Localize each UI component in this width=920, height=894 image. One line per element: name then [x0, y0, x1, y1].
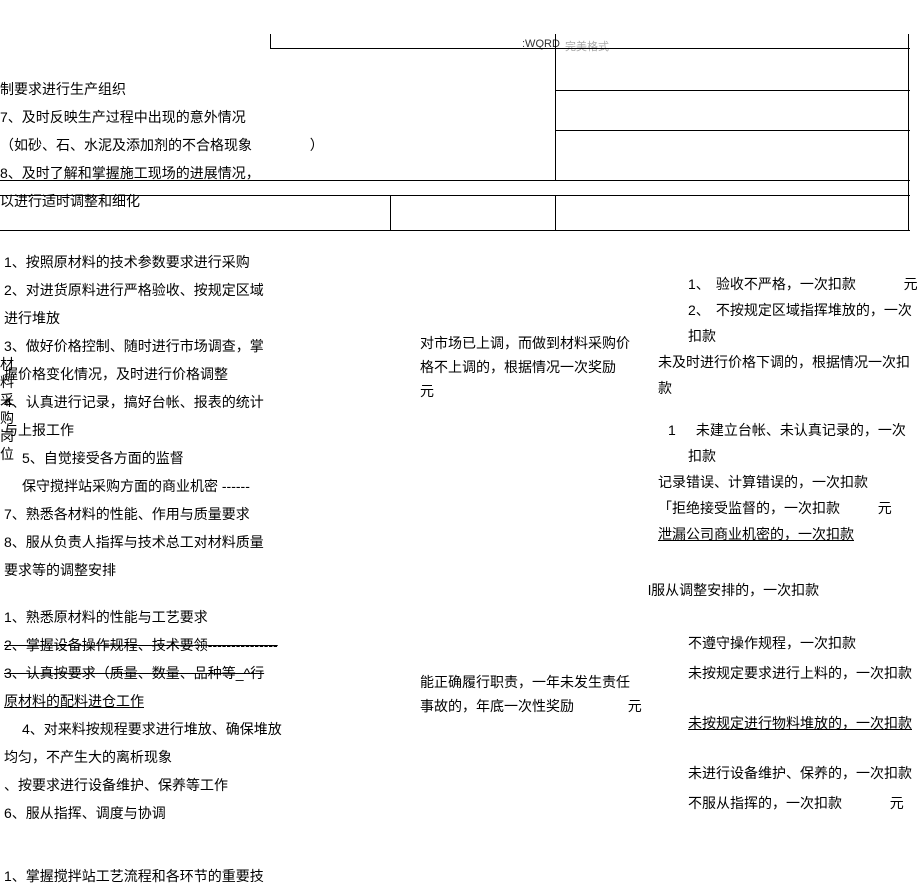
- grid-line: [0, 230, 910, 231]
- text-line: 要求等的调整安排: [4, 556, 364, 584]
- section3-right: 不遵守操作规程，一次扣款 未按规定要求进行上料的，一次扣款 未按规定进行物料堆放…: [688, 628, 918, 818]
- text-line: 泄漏公司商业机密的，一次扣款: [658, 521, 918, 547]
- text-line: 握价格变化情况，及时进行价格调整: [4, 360, 364, 388]
- text-line: 不服从指挥的，一次扣款 元: [688, 788, 918, 818]
- text-line: 2、 不按规定区域指挥堆放的，一次扣款: [688, 297, 918, 349]
- text-line: 记录错误、计算错误的，一次扣款: [658, 469, 918, 495]
- text-line: 对市场已上调，而做到材料采购价: [420, 331, 670, 355]
- text-line: 3、做好价格控制、随时进行市场调查，掌: [4, 332, 364, 360]
- grid-line: [555, 195, 556, 230]
- text-line: 2、对进货原料进行严格验收、按规定区域: [4, 276, 364, 304]
- text-line: 进行堆放: [4, 304, 364, 332]
- grid-line: [555, 130, 910, 131]
- header-format: 完美格式: [565, 38, 609, 54]
- text-line: 7、及时反映生产过程中出现的意外情况: [0, 103, 360, 131]
- text-line: 未进行设备维护、保养的，一次扣款: [688, 758, 918, 788]
- text-line: 格不上调的，根据情况一次奖励 元: [420, 355, 670, 403]
- text-line: 1、 验收不严格，一次扣款 元: [688, 271, 918, 297]
- text-line: 不遵守操作规程，一次扣款: [688, 628, 918, 658]
- grid-line: [270, 48, 910, 49]
- grid-line: [270, 34, 271, 49]
- text-line: 制要求进行生产组织: [0, 75, 360, 103]
- text-line: 6、服从指挥、调度与协调: [4, 799, 364, 827]
- text-line: 未按规定要求进行上料的，一次扣款: [688, 658, 918, 688]
- text-line: 事故的，年底一次性奖励 元: [420, 694, 670, 718]
- text-line: 3、认真按要求（质量、数量、品种等_^行: [4, 659, 364, 687]
- text-line: 7、熟悉各材料的性能、作用与质量要求: [4, 500, 364, 528]
- text-line: （如砂、石、水泥及添加剂的不合格现象 ）: [0, 131, 360, 159]
- text-line: 以进行适时调整和细化: [0, 187, 360, 215]
- text-line: 未按规定进行物料堆放的，一次扣款: [688, 708, 918, 738]
- text-line: 未及时进行价格下调的，根据情况一次扣款: [658, 349, 918, 401]
- text-line: 与上报工作: [4, 416, 364, 444]
- text-line: 1 未建立台帐、未认真记录的，一次扣款: [688, 417, 918, 469]
- grid-line: [555, 34, 556, 180]
- text-line: 、按要求进行设备维护、保养等工作: [4, 771, 364, 799]
- text-line: 保守搅拌站采购方面的商业机密 ------: [4, 472, 364, 500]
- section4-left: 1、掌握搅拌站工艺流程和各环节的重要技: [4, 862, 364, 890]
- text-line: 4、对来料按规程要求进行堆放、确保堆放: [4, 715, 364, 743]
- section2-left: 1、按照原材料的技术参数要求进行采购 2、对进货原料进行严格验收、按规定区域 进…: [4, 248, 364, 584]
- grid-line: [390, 195, 391, 230]
- section2-mid: 对市场已上调，而做到材料采购价 格不上调的，根据情况一次奖励 元: [420, 331, 670, 403]
- text-line: 2、掌握设备操作规程、技术要领---------------: [4, 631, 364, 659]
- text-line: 4、认真进行记录，搞好台帐、报表的统计: [4, 388, 364, 416]
- text-line: 能正确履行职责，一年未发生责任: [420, 670, 670, 694]
- grid-line: [908, 34, 909, 230]
- section3-mid: 能正确履行职责，一年未发生责任 事故的，年底一次性奖励 元: [420, 670, 670, 718]
- section2-right: 1、 验收不严格，一次扣款 元 2、 不按规定区域指挥堆放的，一次扣款 未及时进…: [688, 271, 918, 603]
- top-block: 制要求进行生产组织 7、及时反映生产过程中出现的意外情况 （如砂、石、水泥及添加…: [0, 75, 360, 215]
- text-line: 8、服从负责人指挥与技术总工对材料质量: [4, 528, 364, 556]
- grid-line: [555, 90, 910, 91]
- text-line: l服从调整安排的，一次扣款: [648, 577, 918, 603]
- section3-left: 1、熟悉原材料的性能与工艺要求 2、掌握设备操作规程、技术要领---------…: [4, 603, 364, 827]
- text-line: 「拒绝接受监督的，一次扣款 元: [658, 495, 918, 521]
- text-line: 1、按照原材料的技术参数要求进行采购: [4, 248, 364, 276]
- text-line: 5、自觉接受各方面的监督: [4, 444, 364, 472]
- text-line: 8、及时了解和掌握施工现场的进展情况，: [0, 159, 360, 187]
- text-line: 1、掌握搅拌站工艺流程和各环节的重要技: [4, 862, 364, 890]
- text-line: 1、熟悉原材料的性能与工艺要求: [4, 603, 364, 631]
- text-line: 均匀，不产生大的离析现象: [4, 743, 364, 771]
- text-line: 原材料的配料进仓工作: [4, 687, 364, 715]
